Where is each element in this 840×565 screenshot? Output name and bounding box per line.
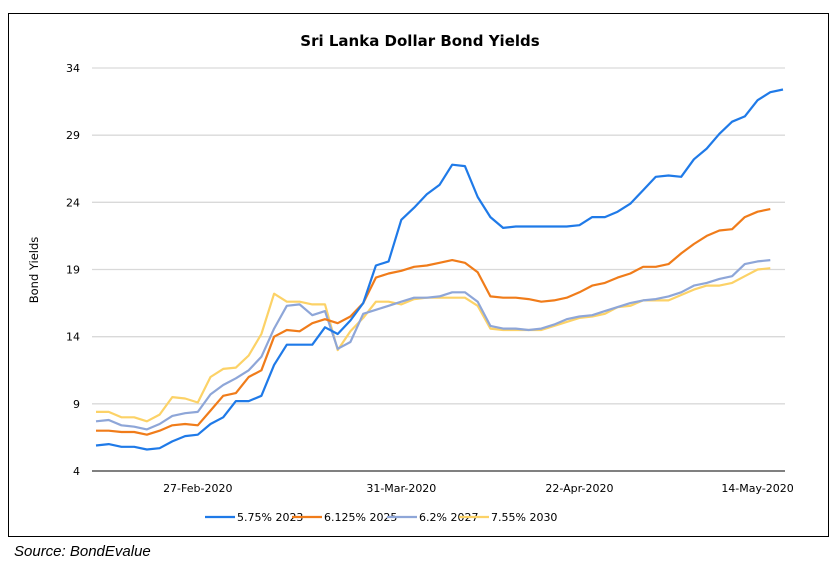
- y-axis-label: Bond Yields: [27, 237, 41, 304]
- y-tick-label: 14: [66, 331, 80, 344]
- y-tick-labels: 4 9 14 19 24 29 34: [66, 62, 80, 478]
- series-lines: [95, 88, 784, 451]
- series-line-6-2-2027: [95, 259, 771, 431]
- y-tick-label: 9: [73, 398, 80, 411]
- source-note: Source: BondEvalue: [14, 543, 151, 560]
- legend-label: 5.75% 2023: [237, 511, 303, 524]
- x-tick-label: 22-Apr-2020: [545, 482, 613, 495]
- x-tick-label: 27-Feb-2020: [163, 482, 232, 495]
- x-tick-label: 31-Mar-2020: [366, 482, 436, 495]
- chart-title: Sri Lanka Dollar Bond Yields: [300, 32, 539, 50]
- y-tick-label: 34: [66, 62, 80, 75]
- legend: 5.75% 2023 6.125% 2025 6.2% 2027 7.55% 2030: [205, 511, 557, 524]
- y-tick-label: 29: [66, 129, 80, 142]
- series-line-7-55-2030: [96, 267, 771, 423]
- legend-label: 7.55% 2030: [491, 511, 557, 524]
- legend-label: 6.2% 2027: [419, 511, 478, 524]
- x-tick-label: 14-May-2020: [721, 482, 793, 495]
- y-tick-label: 19: [66, 264, 80, 277]
- series-line-6-125-2025: [96, 208, 771, 436]
- legend-label: 6.125% 2025: [324, 511, 397, 524]
- x-tick-labels: 27-Feb-2020 31-Mar-2020 22-Apr-2020 14-May-…: [163, 482, 794, 495]
- y-tick-label: 24: [66, 196, 80, 209]
- series-line-5-75-2023: [95, 88, 784, 451]
- gridlines: [92, 67, 785, 472]
- y-tick-label: 4: [73, 465, 80, 478]
